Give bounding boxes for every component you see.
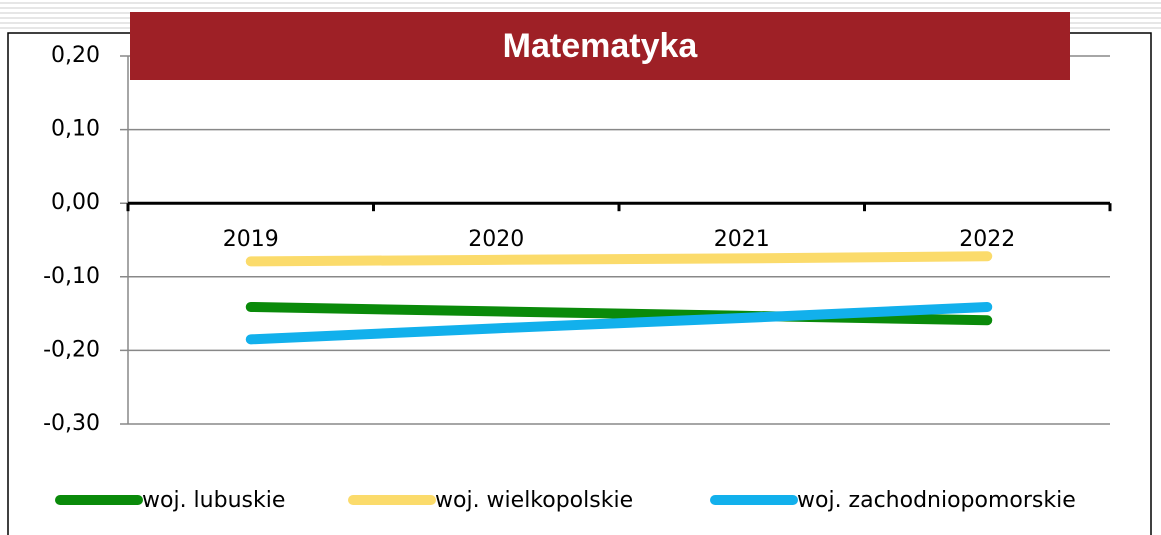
y-tick-label: 0,20 bbox=[51, 43, 100, 68]
x-tick-label: 2022 bbox=[959, 227, 1015, 252]
y-tick-label: 0,10 bbox=[51, 117, 100, 142]
legend-label: woj. wielkopolskie bbox=[435, 488, 633, 513]
y-tick-label: 0,00 bbox=[51, 190, 100, 215]
y-tick-label: -0,20 bbox=[43, 337, 100, 362]
y-tick-label: -0,10 bbox=[43, 264, 100, 289]
series-line bbox=[245, 301, 993, 345]
y-tick-label: -0,30 bbox=[43, 411, 100, 436]
series-line bbox=[245, 251, 993, 267]
legend-label: woj. zachodniopomorskie bbox=[797, 488, 1076, 513]
legend-label: woj. lubuskie bbox=[142, 488, 285, 513]
chart-title: Matematyka bbox=[503, 27, 699, 65]
series-line bbox=[245, 301, 993, 326]
x-tick-label: 2021 bbox=[714, 227, 770, 252]
chart-border bbox=[7, 32, 1152, 535]
x-tick-label: 2020 bbox=[468, 227, 524, 252]
x-tick-label: 2019 bbox=[223, 227, 279, 252]
title-bar bbox=[130, 12, 1070, 80]
